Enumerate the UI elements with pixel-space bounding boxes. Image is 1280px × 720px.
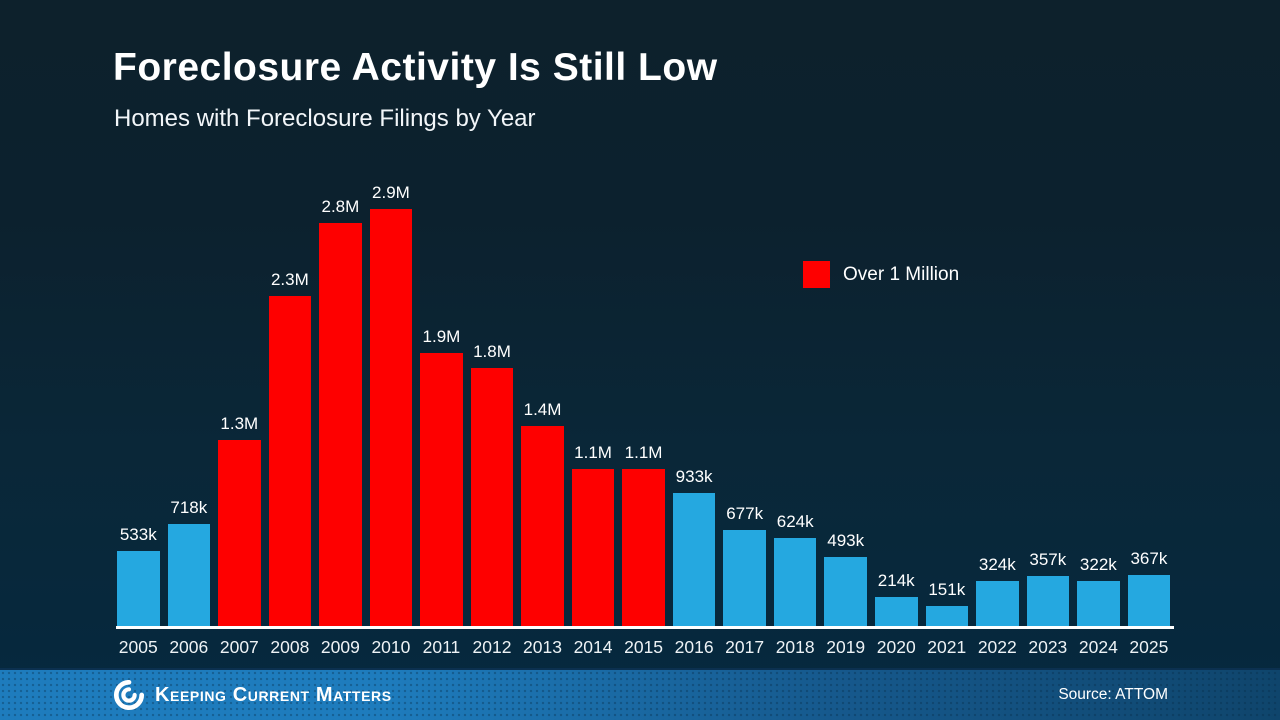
bar-value-label: 1.9M bbox=[422, 327, 461, 346]
bar-2019 bbox=[824, 557, 867, 628]
bar-group-2020: 214k bbox=[874, 571, 918, 628]
legend-label: Over 1 Million bbox=[843, 263, 960, 285]
x-axis-label-2018: 2018 bbox=[775, 637, 815, 657]
bar-value-label: 533k bbox=[119, 525, 157, 544]
bar-group-2015: 1.1M bbox=[622, 443, 665, 628]
bar-group-2009: 2.8M bbox=[319, 197, 362, 628]
bar-2006 bbox=[167, 524, 211, 628]
x-axis-label-2008: 2008 bbox=[270, 637, 310, 657]
x-axis-label-2020: 2020 bbox=[876, 637, 916, 657]
x-axis-label-2024: 2024 bbox=[1078, 637, 1118, 657]
bar-group-2014: 1.1M bbox=[571, 443, 615, 628]
bar-2023 bbox=[1026, 576, 1070, 628]
bar-value-label: 1.4M bbox=[523, 400, 562, 419]
bar-group-2010: 2.9M bbox=[369, 183, 413, 628]
bar-2020 bbox=[874, 597, 918, 628]
bar-value-label: 1.1M bbox=[624, 443, 663, 462]
bar-2024 bbox=[1077, 581, 1120, 628]
bar-2008 bbox=[268, 296, 312, 628]
bar-group-2013: 1.4M bbox=[521, 400, 564, 628]
bar-value-label: 624k bbox=[776, 512, 814, 531]
bar-2016 bbox=[672, 493, 716, 628]
bar-2005 bbox=[117, 551, 160, 628]
bar-group-2006: 718k bbox=[167, 498, 211, 628]
x-axis-label-2007: 2007 bbox=[219, 637, 259, 657]
bar-2018 bbox=[773, 538, 817, 628]
bar-value-label: 718k bbox=[170, 498, 208, 517]
bar-value-label: 367k bbox=[1130, 549, 1168, 568]
x-axis-label-2009: 2009 bbox=[320, 637, 360, 657]
x-axis-label-2012: 2012 bbox=[472, 637, 512, 657]
bar-value-label: 2.8M bbox=[321, 197, 360, 216]
x-axis-label-2006: 2006 bbox=[169, 637, 209, 657]
bar-2025 bbox=[1127, 575, 1171, 628]
bar-2017 bbox=[723, 530, 766, 628]
bar-group-2022: 324k bbox=[976, 555, 1019, 628]
bar-value-label: 2.3M bbox=[270, 270, 309, 289]
x-axis-line bbox=[116, 626, 1174, 629]
bar-group-2008: 2.3M bbox=[268, 270, 312, 628]
bar-value-label: 2.9M bbox=[372, 183, 410, 202]
bar-value-label: 933k bbox=[675, 467, 713, 486]
bar-2010 bbox=[369, 209, 413, 628]
bar-value-label: 357k bbox=[1029, 550, 1067, 569]
x-axis-label-2013: 2013 bbox=[523, 637, 562, 657]
bar-value-label: 214k bbox=[877, 571, 915, 590]
bar-value-label: 1.3M bbox=[220, 414, 259, 433]
x-axis-label-2017: 2017 bbox=[725, 637, 765, 657]
bar-group-2019: 493k bbox=[824, 531, 867, 628]
legend: Over 1 Million bbox=[803, 261, 959, 288]
x-axis-label-2022: 2022 bbox=[977, 637, 1017, 657]
page-subtitle: Homes with Foreclosure Filings by Year bbox=[114, 105, 536, 132]
x-axis-labels: 2005 2006 2007 2008 2009 2010 2011 2012 2013 2014… bbox=[117, 637, 1170, 658]
bar-2012 bbox=[470, 368, 514, 628]
brand-logo: Keeping Current Matters bbox=[113, 679, 392, 711]
x-axis-label-2016: 2016 bbox=[674, 637, 714, 657]
x-axis-label-2011: 2011 bbox=[422, 637, 461, 657]
bar-value-label: 322k bbox=[1079, 555, 1117, 574]
legend-swatch-over-1-million bbox=[803, 261, 830, 288]
bar-group-2016: 933k bbox=[672, 467, 716, 628]
bar-group-2021: 151k bbox=[925, 580, 969, 628]
x-axis-label-2019: 2019 bbox=[826, 637, 866, 657]
bar-chart: 533k 718k 1.3M 2.3M 2.8M 2.9M 1.9M 1.8M 1.4M 1.1M… bbox=[117, 173, 1171, 628]
bar-group-2005: 533k bbox=[117, 525, 160, 628]
x-axis-label-2015: 2015 bbox=[624, 637, 664, 657]
source-label: Source: ATTOM bbox=[1058, 686, 1168, 703]
x-axis-label-2021: 2021 bbox=[927, 637, 967, 657]
bar-group-2007: 1.3M bbox=[218, 414, 261, 628]
bar-2022 bbox=[976, 581, 1019, 628]
x-axis-label-2010: 2010 bbox=[371, 637, 411, 657]
bar-group-2012: 1.8M bbox=[470, 342, 514, 628]
kcm-swirl-icon bbox=[113, 679, 145, 711]
bar-group-2024: 322k bbox=[1077, 555, 1120, 628]
bar-2014 bbox=[571, 469, 615, 628]
bar-value-label: 1.1M bbox=[574, 443, 612, 462]
bar-2021 bbox=[925, 606, 969, 628]
bar-2009 bbox=[319, 223, 362, 628]
bar-2007 bbox=[218, 440, 261, 628]
bar-value-label: 493k bbox=[827, 531, 865, 550]
footer-bar: Keeping Current Matters Source: ATTOM bbox=[0, 668, 1280, 720]
page-title: Foreclosure Activity Is Still Low bbox=[113, 46, 718, 89]
bar-2013 bbox=[521, 426, 564, 628]
bar-group-2017: 677k bbox=[723, 504, 766, 628]
x-axis-label-2005: 2005 bbox=[118, 637, 158, 657]
brand-name: Keeping Current Matters bbox=[155, 683, 392, 706]
x-axis-label-2023: 2023 bbox=[1028, 637, 1068, 657]
bar-2015 bbox=[622, 469, 665, 628]
bar-value-label: 324k bbox=[978, 555, 1016, 574]
bar-2011 bbox=[420, 353, 463, 628]
bar-group-2025: 367k bbox=[1127, 549, 1171, 628]
bar-value-label: 677k bbox=[726, 504, 764, 523]
bar-group-2011: 1.9M bbox=[420, 327, 463, 628]
bar-group-2023: 357k bbox=[1026, 550, 1070, 628]
bar-value-label: 151k bbox=[928, 580, 966, 599]
bar-group-2018: 624k bbox=[773, 512, 817, 628]
bar-value-label: 1.8M bbox=[473, 342, 511, 361]
x-axis-label-2014: 2014 bbox=[573, 637, 613, 657]
x-axis-label-2025: 2025 bbox=[1129, 637, 1169, 657]
